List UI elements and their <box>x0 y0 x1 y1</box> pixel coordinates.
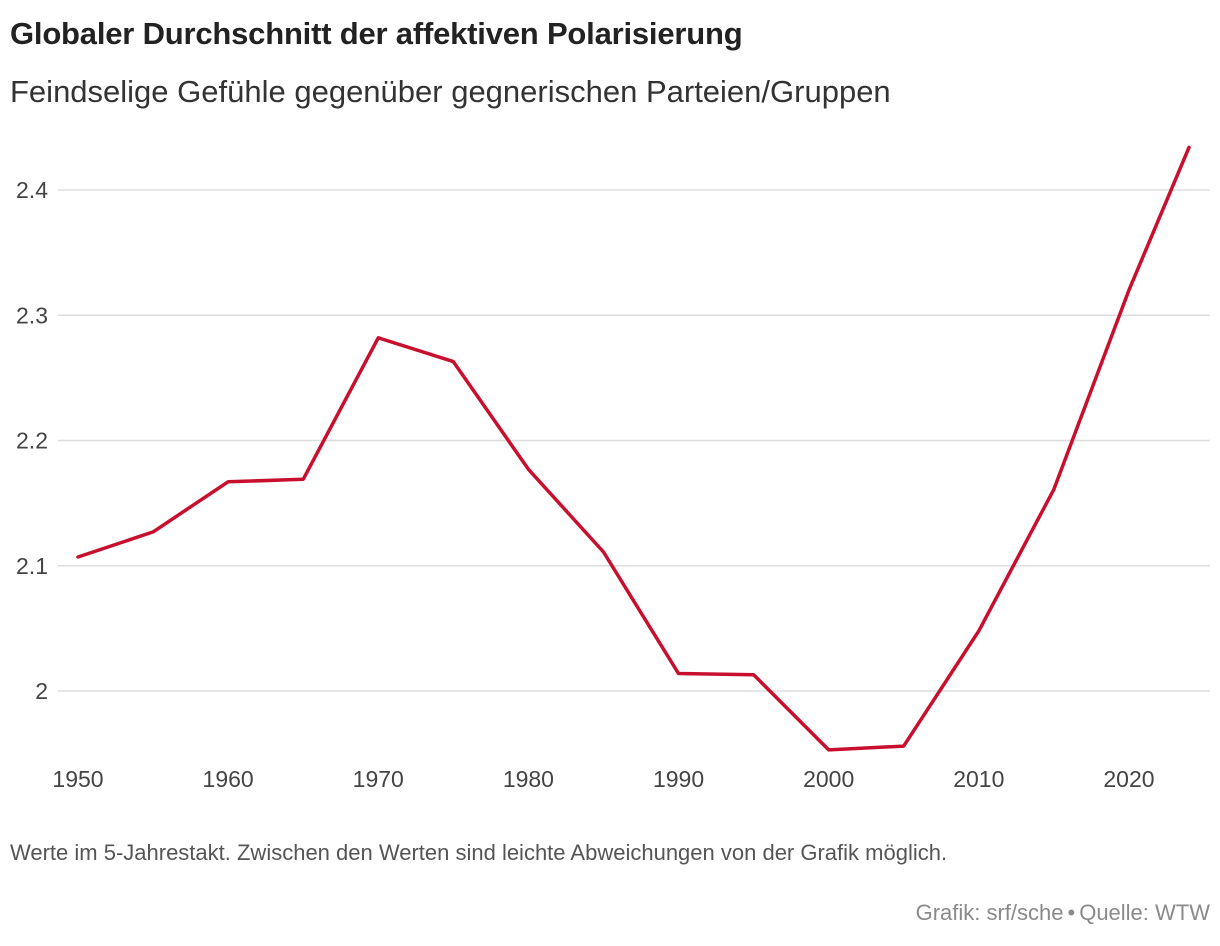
credit-source: Quelle: WTW <box>1079 900 1210 925</box>
x-tick-label: 1950 <box>52 766 103 792</box>
credit-line: Grafik: srf/sche • Quelle: WTW <box>916 900 1210 926</box>
x-tick-label: 1970 <box>353 766 404 792</box>
x-tick-label: 1980 <box>503 766 554 792</box>
footnote: Werte im 5-Jahrestakt. Zwischen den Wert… <box>10 840 948 865</box>
y-tick-label: 2.1 <box>16 553 48 579</box>
y-axis-ticks: 2 2.1 2.2 2.3 2.4 <box>16 177 48 704</box>
x-tick-label: 2020 <box>1103 766 1154 792</box>
x-tick-label: 2010 <box>953 766 1004 792</box>
x-tick-label: 1960 <box>203 766 254 792</box>
line-chart: 2 2.1 2.2 2.3 2.4 1950 1960 1970 1980 1990 2000 20… <box>16 145 1210 792</box>
series-layer <box>76 145 1191 752</box>
chart-title: Globaler Durchschnitt der affektiven Pol… <box>10 16 743 51</box>
chart-subtitle: Feindselige Gefühle gegenüber gegnerisch… <box>10 74 891 109</box>
y-tick-label: 2 <box>35 678 48 704</box>
credit-separator: • <box>1067 900 1076 925</box>
credit-grafik: Grafik: srf/sche <box>915 900 1064 925</box>
x-axis-ticks: 1950 1960 1970 1980 1990 2000 2010 2020 <box>52 766 1154 792</box>
y-tick-label: 2.3 <box>16 302 48 328</box>
x-tick-label: 2000 <box>803 766 854 792</box>
y-tick-label: 2.2 <box>16 428 48 454</box>
x-tick-label: 1990 <box>653 766 704 792</box>
gridlines <box>58 189 1210 692</box>
series-line <box>76 145 1191 752</box>
y-tick-label: 2.4 <box>16 177 48 203</box>
